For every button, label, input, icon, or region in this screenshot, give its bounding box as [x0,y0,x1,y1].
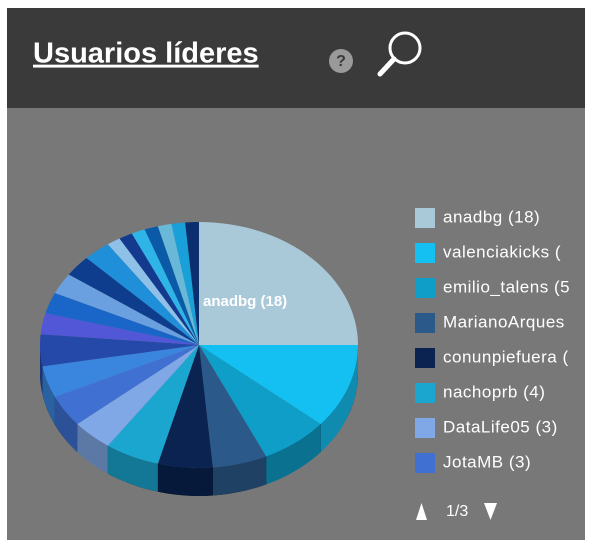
slice [107,345,199,464]
slice-side [77,424,108,474]
legend-label: emilio_talens (5 [443,277,570,296]
legend-swatch [415,348,435,368]
title[interactable]: Usuarios líderes [33,38,259,70]
pager-text: 1/3 [446,503,468,520]
slice [54,274,199,345]
search-icon[interactable] [377,31,422,77]
legend-swatch [415,278,435,298]
slice-side [107,445,158,492]
legend-swatch [415,418,435,438]
pie: anadbg (18) [39,222,358,496]
slice [199,345,358,425]
slice-side [40,345,43,395]
slice-side [266,424,321,485]
slice [144,226,199,345]
slice-side [212,456,267,496]
legend-swatch [415,383,435,403]
slice [40,313,199,345]
slice [68,258,199,345]
pager-down[interactable] [484,503,497,520]
legend-swatch [415,208,435,228]
slice [199,222,358,345]
svg-text:?: ? [336,53,346,70]
slice [131,229,199,345]
slice [86,244,199,345]
slice [157,223,199,345]
slice [157,345,213,468]
slice [199,345,321,457]
legend-swatch [415,313,435,333]
legend-swatch [415,453,435,473]
slice [199,345,267,468]
slice [42,345,200,397]
slice-side [42,366,55,425]
slice [54,345,199,425]
header-bar [7,8,585,108]
legend: anadbg (18) valenciakicks ( emilio_talens … [415,207,570,473]
slice [171,222,199,345]
legend-label: valenciakicks ( [443,242,561,261]
pager-up[interactable] [416,503,427,520]
legend-label: nachoprb (4) [443,382,545,401]
slice [77,345,199,446]
slice-side [320,345,358,453]
slice-label: anadbg (18) [203,293,287,310]
legend-label: DataLife05 (3) [443,417,558,436]
legend-label: MarianoArques [443,312,565,331]
legend-label: anadbg (18) [443,207,540,226]
legend-label: conunpiefuera ( [443,347,569,366]
slice [107,238,199,345]
slice [185,222,199,345]
slice [119,233,199,345]
slice-side [157,463,213,496]
legend-label: JotaMB (3) [443,452,531,471]
legend-swatch [415,243,435,263]
slice [39,334,199,367]
slice [45,293,200,345]
slice-side [54,396,78,453]
help-icon[interactable]: ? [329,49,353,73]
